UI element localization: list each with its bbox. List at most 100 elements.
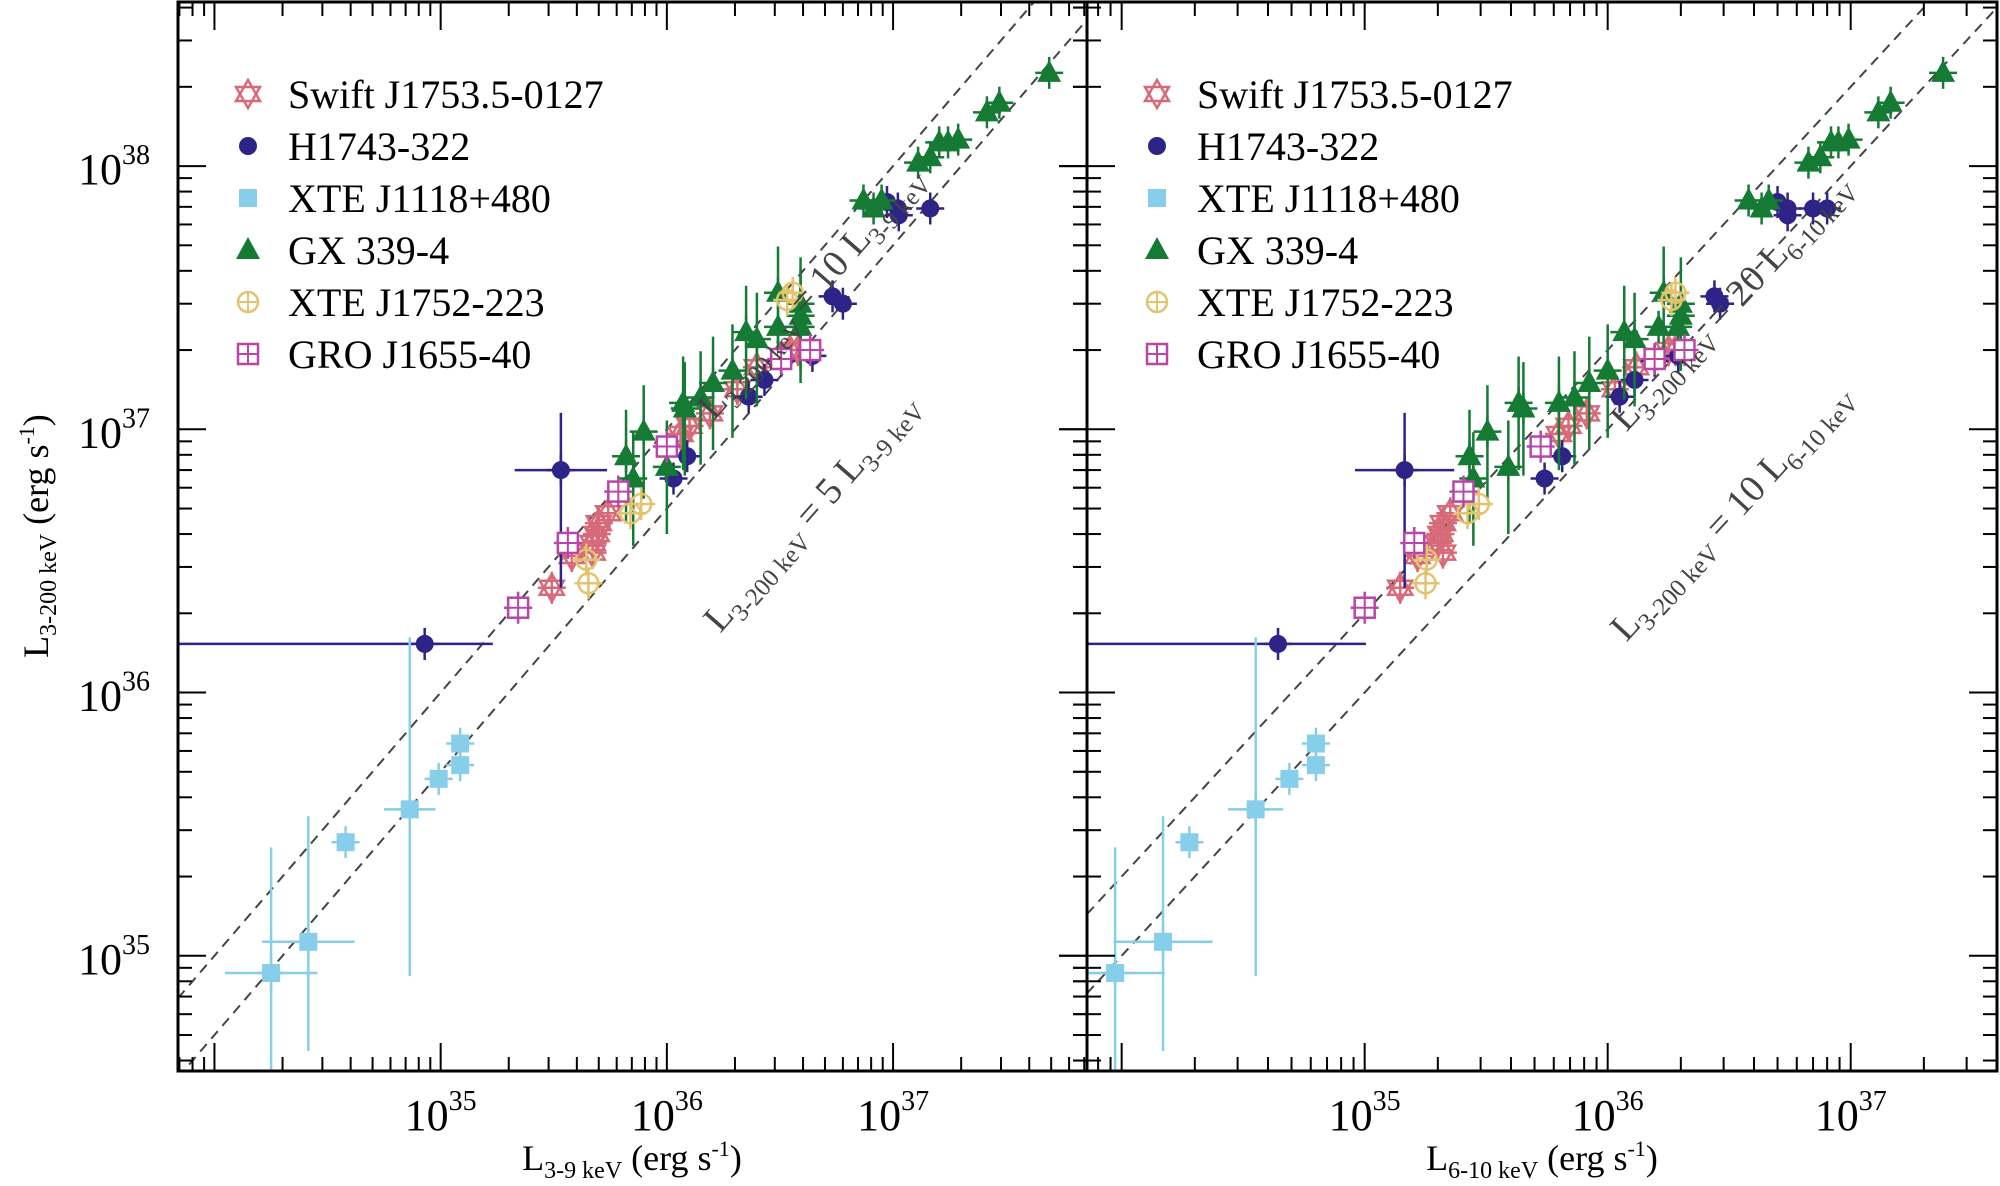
marker-triangle — [236, 237, 260, 259]
data-point — [1620, 323, 1649, 356]
marker-triangle — [701, 369, 726, 392]
data-point — [1350, 591, 1379, 624]
data-point — [612, 440, 641, 473]
marker-triangle — [1037, 59, 1062, 82]
marker-star-up — [593, 496, 623, 522]
data-point — [1593, 354, 1622, 387]
data-point — [1754, 184, 1783, 217]
marker-square — [1154, 932, 1173, 951]
data-point — [652, 430, 681, 463]
marker-circle — [1711, 294, 1730, 313]
data-point — [1670, 334, 1699, 367]
data-point — [778, 276, 807, 309]
y-tick-label: 1036 — [78, 667, 150, 721]
data-point — [546, 454, 575, 487]
legend-item: XTE J1118+480 — [1148, 176, 1460, 221]
marker-triangle — [688, 384, 713, 407]
data-point — [627, 488, 656, 521]
legend-marker — [1142, 77, 1172, 111]
marker-triangle — [1931, 59, 1956, 82]
data-point — [1575, 366, 1604, 399]
data-point — [1412, 543, 1441, 576]
reference-line-label-20x: L3-200 keV = 20 L6-10 keV — [1602, 165, 1864, 443]
marker-circle — [239, 137, 257, 155]
data-point — [1834, 123, 1863, 156]
legend-label: H1743-322 — [1197, 124, 1379, 169]
legend: Swift J1753.5-0127 H1743-322 XTE J1118+480… — [1142, 72, 1513, 377]
legend-label: XTE J1752-223 — [1197, 280, 1454, 325]
data-point — [718, 354, 747, 387]
marker-circle — [1395, 461, 1414, 480]
series-h1743-322 — [1087, 186, 1842, 660]
legend-label: Swift J1753.5-0127 — [288, 72, 604, 117]
data-point — [553, 526, 582, 559]
marker-star-up — [578, 526, 607, 552]
marker-star-up — [695, 396, 725, 422]
marker-square — [451, 734, 470, 753]
x-axis-label-right: L6-10 keV (erg s-1) — [1426, 1136, 1658, 1184]
x-tick-label: 1036 — [1572, 1086, 1644, 1140]
marker-star-down — [1436, 504, 1465, 530]
legend-label: GX 339-4 — [288, 228, 449, 273]
data-point — [1386, 571, 1415, 605]
data-point — [1455, 440, 1484, 473]
marker-circle — [921, 199, 940, 218]
data-point — [985, 86, 1014, 119]
plot-area — [1087, 2, 1997, 1071]
data-point — [504, 591, 533, 624]
marker-triangle — [1496, 453, 1521, 476]
marker-triangle — [1651, 279, 1676, 302]
data-point — [944, 123, 973, 156]
marker-triangle — [918, 144, 943, 167]
marker-square — [1306, 734, 1325, 753]
legend-marker — [1145, 342, 1169, 366]
data-point — [629, 415, 658, 448]
marker-triangle — [766, 313, 791, 336]
series-xte-j1752-223 — [572, 276, 807, 600]
data-point — [699, 366, 728, 399]
data-point — [742, 323, 771, 356]
data-point — [1706, 287, 1735, 320]
legend-item: GX 339-4 — [1145, 228, 1358, 273]
data-point — [1264, 627, 1293, 660]
marker-triangle — [1756, 187, 1781, 210]
data-point — [867, 184, 896, 217]
data-point — [1390, 454, 1419, 487]
data-point — [767, 342, 796, 375]
data-point — [1464, 488, 1493, 521]
data-point — [1876, 86, 1905, 119]
marker-triangle — [1836, 126, 1861, 149]
data-point — [1301, 749, 1330, 782]
data-point — [593, 496, 623, 530]
data-point — [1275, 762, 1304, 795]
marker-star-up — [666, 417, 695, 443]
series-xte-j1118-480 — [224, 637, 475, 1071]
data-point — [786, 310, 815, 343]
marker-square — [336, 833, 355, 852]
data-point — [1473, 415, 1502, 448]
marker-star-up — [233, 77, 263, 103]
marker-circle — [1818, 199, 1837, 218]
y-tick-label: 1035 — [78, 930, 150, 984]
data-point — [828, 287, 857, 320]
marker-circle — [415, 634, 434, 653]
y-axis-label: L3-200 keV (erg s-1) — [14, 414, 62, 658]
marker-triangle — [1808, 144, 1833, 167]
marker-triangle — [1646, 313, 1671, 336]
legend-item: GX 339-4 — [236, 228, 449, 273]
legend-label: XTE J1118+480 — [288, 176, 551, 221]
data-point — [916, 192, 945, 225]
data-point — [1640, 342, 1669, 375]
marker-triangle — [1475, 418, 1500, 441]
legend-label: GX 339-4 — [1197, 228, 1358, 273]
series-gro-j1655-40 — [504, 334, 825, 624]
legend-marker — [239, 137, 257, 155]
legend-item: XTE J1752-223 — [1145, 280, 1454, 325]
marker-circle — [1804, 199, 1823, 218]
marker-triangle — [1878, 89, 1903, 112]
x-tick-label: 1035 — [1329, 1086, 1401, 1140]
data-point — [1661, 276, 1690, 309]
plot-area — [178, 2, 1087, 1071]
